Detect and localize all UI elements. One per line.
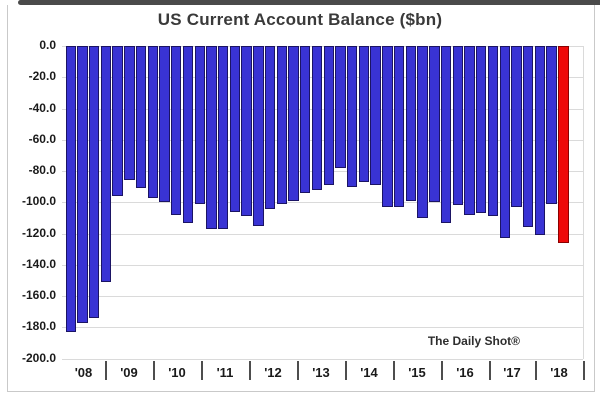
y-axis-tick-label: -180.0 [21, 319, 56, 334]
bar [88, 46, 100, 318]
x-axis-tick [535, 361, 537, 380]
y-axis-tick-label: -200.0 [21, 350, 56, 365]
y-gridline [62, 358, 583, 360]
x-axis-tick-label: '11 [216, 365, 234, 380]
bar [253, 46, 264, 226]
bar [335, 46, 346, 168]
y-axis-tick-label: -160.0 [21, 288, 56, 302]
bar [217, 46, 229, 229]
y-gridline [62, 233, 583, 235]
bar [522, 46, 534, 228]
x-axis-tick-label: '13 [312, 365, 330, 380]
bar [358, 46, 370, 182]
y-axis-tick-label: -140.0 [21, 256, 56, 271]
x-axis-tick [441, 361, 443, 380]
y-axis-tick-label: -120.0 [21, 225, 56, 240]
x-axis-tick [153, 361, 155, 380]
bar [534, 46, 546, 236]
y-gridline [62, 296, 583, 297]
x-axis-tick [201, 361, 203, 380]
bar [100, 46, 112, 282]
y-axis-tick-label: -100.0 [21, 194, 56, 209]
y-gridline [62, 171, 583, 172]
y-axis-tick-label: -80.0 [28, 163, 56, 177]
bar [288, 46, 299, 201]
bar [487, 46, 499, 217]
x-axis-tick-label: '14 [360, 365, 378, 380]
bar [300, 46, 311, 193]
x-axis-tick [583, 361, 585, 380]
x-axis-tick [393, 361, 395, 380]
bar [147, 46, 158, 198]
x-axis-tick-label: '18 [550, 365, 568, 380]
x-axis-tick-label: '08 [74, 365, 93, 380]
x-axis-tick [297, 361, 299, 380]
x-axis-tick [105, 361, 107, 380]
x-axis-tick-label: '17 [503, 365, 521, 380]
plot-right-border [583, 46, 584, 359]
x-axis-tick-label: '09 [120, 365, 138, 380]
bar [124, 46, 135, 181]
x-axis-tick-label: '16 [456, 365, 474, 380]
watermark-label: The Daily Shot® [427, 334, 520, 348]
bar [417, 46, 428, 218]
y-gridline [62, 139, 583, 141]
bar [546, 46, 557, 204]
bar [476, 46, 487, 214]
y-gridline [62, 202, 583, 204]
bar [206, 46, 217, 229]
bar [452, 46, 463, 206]
bar [511, 46, 522, 207]
chart-title: US Current Account Balance ($bn) [157, 10, 443, 29]
bar [347, 46, 358, 187]
bar [440, 46, 452, 223]
bar [323, 46, 334, 186]
x-axis-tick-label: '15 [408, 365, 426, 380]
bar [171, 46, 182, 215]
bar [382, 46, 393, 207]
x-axis-tick [249, 361, 251, 380]
y-axis-tick-label: -20.0 [28, 69, 56, 84]
bar [405, 46, 417, 201]
bar [159, 46, 170, 203]
y-gridline [62, 264, 583, 266]
y-axis-tick-label: -40.0 [28, 100, 56, 115]
x-axis-tick [489, 361, 491, 380]
y-gridline [62, 108, 583, 110]
y-axis-tick-label: -60.0 [28, 131, 56, 146]
bar [112, 46, 123, 196]
bar [241, 46, 252, 217]
x-axis-tick-label: '10 [168, 365, 186, 380]
bar [65, 46, 76, 332]
top-border-strip [18, 0, 600, 5]
bar [194, 46, 205, 204]
bar [229, 46, 241, 212]
bar [370, 46, 381, 186]
y-gridline [62, 77, 583, 79]
bar-highlighted [558, 46, 569, 243]
y-gridline [62, 46, 583, 47]
x-axis-tick-label: '12 [264, 365, 282, 380]
bar [77, 46, 88, 323]
bar [429, 46, 440, 203]
bar [276, 46, 288, 204]
bar [135, 46, 147, 189]
y-axis-tick-label: 0.0 [39, 38, 56, 52]
y-gridline [62, 327, 583, 329]
bar [182, 46, 194, 223]
bar [311, 46, 323, 190]
bar [264, 46, 276, 209]
bar [499, 46, 510, 239]
x-axis-tick [345, 361, 347, 380]
bar [393, 46, 405, 207]
bar [464, 46, 475, 215]
